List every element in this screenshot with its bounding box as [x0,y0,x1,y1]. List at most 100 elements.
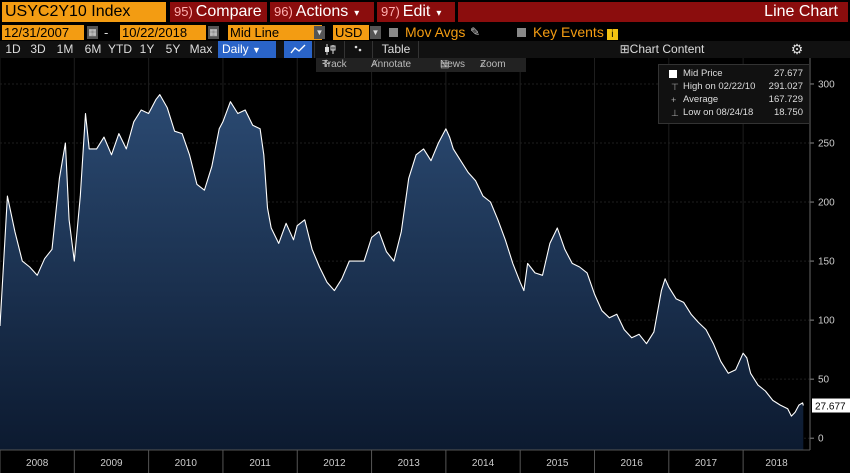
dot-chart-icon[interactable] [348,41,370,58]
mov-avgs-label: Mov Avgs [405,24,466,40]
magnifier-icon: ⌕ [480,59,486,70]
legend-average-label: Average [683,94,719,105]
date-range-dash: - [104,25,109,40]
legend-average: + Average 167.729 [659,94,809,106]
chevron-down-icon[interactable]: ▼ [314,26,325,39]
legend-high-label: High on 02/22/10 [683,81,756,92]
legend-box: Mid Price 27.677 ⊤ High on 02/22/10 291.… [658,64,810,124]
x-tick-label: 2017 [695,458,718,469]
y-tick-label: 300 [818,79,835,90]
x-tick-label: 2015 [546,458,569,469]
news-icon: ▤ [440,59,450,70]
separator [314,41,315,58]
info-icon[interactable]: i [606,29,618,40]
separator [344,41,345,58]
chart-content-label: Chart Content [629,42,705,56]
ticker-field[interactable]: USYC2Y10 Index [2,2,166,22]
calendar-icon[interactable]: ▦ [87,26,98,39]
chevron-down-icon[interactable]: ▼ [370,26,381,39]
period-max[interactable]: Max [189,42,213,56]
last-value-label: 27.677 [815,402,846,413]
pencil-icon[interactable]: ✎ [470,25,481,39]
legend-mid-price: Mid Price 27.677 [659,68,809,80]
frequency-select[interactable]: Daily ▼ [218,41,276,58]
x-tick-label: 2010 [175,458,198,469]
key-events-text: Key Events [533,24,604,40]
y-tick-label: 150 [818,257,835,268]
track-label: Track [322,59,347,70]
separator [372,41,373,58]
edit-shortcut: 97) [381,4,400,19]
annotate-label: Annotate [371,59,412,70]
actions-label: Actions [295,3,349,20]
legend-swatch [669,70,677,78]
x-tick-label: 2018 [765,458,788,469]
calendar-icon[interactable]: ▦ [208,26,219,39]
y-tick-label: 100 [818,316,835,327]
legend-mid-price-label: Mid Price [683,68,723,79]
period-3d[interactable]: 3D [30,42,46,56]
key-events-checkbox[interactable] [517,28,526,37]
line-draw-icon: ⟋ [371,59,378,70]
high-marker-icon: ⊤ [671,82,679,92]
y-tick-label: 250 [818,139,835,150]
separator [418,41,419,58]
period-bar: 1D 3D 1M 6M YTD 1Y 5Y Max Daily ▼ Table … [0,41,850,58]
x-tick-label: 2012 [323,458,346,469]
period-1d[interactable]: 1D [5,42,21,56]
x-tick-label: 2009 [100,458,123,469]
gear-icon[interactable]: ⚙ [790,41,804,57]
key-events-label: Key Events i [533,24,618,41]
zoom-label: Zoom [480,59,506,70]
line-type-select[interactable]: Mid Line [228,25,322,40]
legend-low-label: Low on 08/24/18 [683,107,754,118]
candlestick-icon[interactable] [318,41,342,58]
controls-bar: 12/31/2007 ▦ - 10/22/2018 ▦ Mid Line ▼ U… [0,24,850,41]
average-marker-icon: + [671,95,677,105]
x-tick-label: 2013 [398,458,421,469]
mov-avgs-checkbox[interactable] [389,28,398,37]
chevron-down-icon: ▾ [354,8,360,19]
x-tick-label: 2011 [249,458,271,469]
actions-shortcut: 96) [274,4,293,19]
view-title: Line Chart [458,2,848,22]
edit-menu[interactable]: 97) Edit ▾ [377,2,455,22]
line-chart-icon[interactable] [284,41,312,58]
edit-label: Edit [402,3,431,20]
period-1y[interactable]: 1Y [139,42,155,56]
series-area [0,94,804,450]
table-grid-icon: ⊞ [619,42,630,56]
x-tick-label: 2016 [621,458,644,469]
period-5y[interactable]: 5Y [165,42,181,56]
compare-shortcut: 95) [174,4,193,19]
frequency-label: Daily [222,42,249,56]
period-ytd[interactable]: YTD [108,42,132,56]
compare-menu[interactable]: 95) Compare [170,2,267,22]
x-tick-label: 2014 [472,458,495,469]
crosshair-icon: ✛ [322,59,331,70]
legend-average-value: 167.729 [768,94,803,105]
legend-high-value: 291.027 [768,81,803,92]
period-1m[interactable]: 1M [56,42,74,56]
y-tick-label: 0 [818,434,824,445]
legend-low: ⊥ Low on 08/24/18 18.750 [659,107,809,119]
chevron-down-icon: ▾ [436,8,442,19]
price-chart[interactable]: 2008 2009 2010 2011 2012 2013 2014 2015 2016 2017… [0,58,850,473]
y-tick-label: 200 [818,198,835,209]
last-value-box [812,398,850,413]
series-line [0,94,804,417]
x-tick-label: 2008 [26,458,49,469]
actions-menu[interactable]: 96) Actions ▾ [270,2,374,22]
chevron-down-icon: ▼ [252,45,261,55]
legend-high: ⊤ High on 02/22/10 291.027 [659,81,809,93]
period-6m[interactable]: 6M [84,42,102,56]
legend-low-value: 18.750 [773,107,803,118]
table-button[interactable]: Table [381,42,411,56]
title-bar: USYC2Y10 Index 95) Compare 96) Actions ▾ 97… [0,0,850,24]
start-date-field[interactable]: 12/31/2007 [2,25,84,40]
end-date-field[interactable]: 10/22/2018 [120,25,206,40]
chart-tools-bar: ✛ Track ⟋ Annotate ▤ News ⌕ Zoom [316,58,526,72]
chart-content-button[interactable]: ⊞Chart Content [612,41,712,58]
currency-select[interactable]: USD [333,25,369,40]
news-label: News [440,59,466,70]
